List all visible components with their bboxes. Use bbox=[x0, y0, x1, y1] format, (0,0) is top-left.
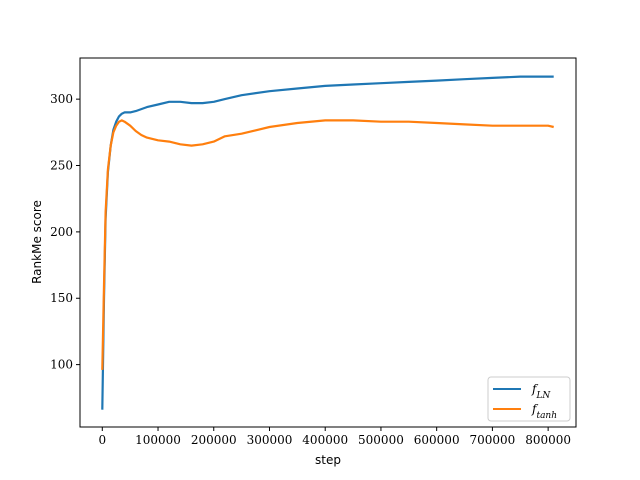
series-line-1 bbox=[101, 119, 554, 370]
axes-frame bbox=[79, 57, 577, 428]
x-axis-label: step bbox=[315, 453, 341, 467]
y-tick-label: 300 bbox=[50, 92, 73, 106]
legend-box bbox=[487, 376, 571, 422]
plot-lines bbox=[101, 75, 554, 410]
x-tick-label: 100000 bbox=[135, 433, 181, 447]
x-tick-label: 200000 bbox=[191, 433, 237, 447]
y-axis-ticks: 100 150 200 250 300 bbox=[50, 92, 80, 372]
x-tick-label: 800000 bbox=[525, 433, 571, 447]
y-tick-label: 150 bbox=[50, 291, 73, 305]
x-tick-label: 300000 bbox=[247, 433, 293, 447]
x-tick-label: 500000 bbox=[358, 433, 404, 447]
x-tick-label: 0 bbox=[98, 433, 106, 447]
y-tick-label: 250 bbox=[50, 159, 73, 173]
y-axis-label: RankMe score bbox=[30, 200, 44, 284]
x-tick-label: 600000 bbox=[414, 433, 460, 447]
x-tick-label: 700000 bbox=[469, 433, 515, 447]
x-tick-label: 400000 bbox=[302, 433, 348, 447]
x-axis-ticks: 0 100000 200000 300000 400000 500000 600000 700… bbox=[98, 427, 571, 447]
y-tick-label: 100 bbox=[50, 358, 73, 372]
series-line-0 bbox=[101, 75, 554, 410]
y-tick-label: 200 bbox=[50, 225, 73, 239]
